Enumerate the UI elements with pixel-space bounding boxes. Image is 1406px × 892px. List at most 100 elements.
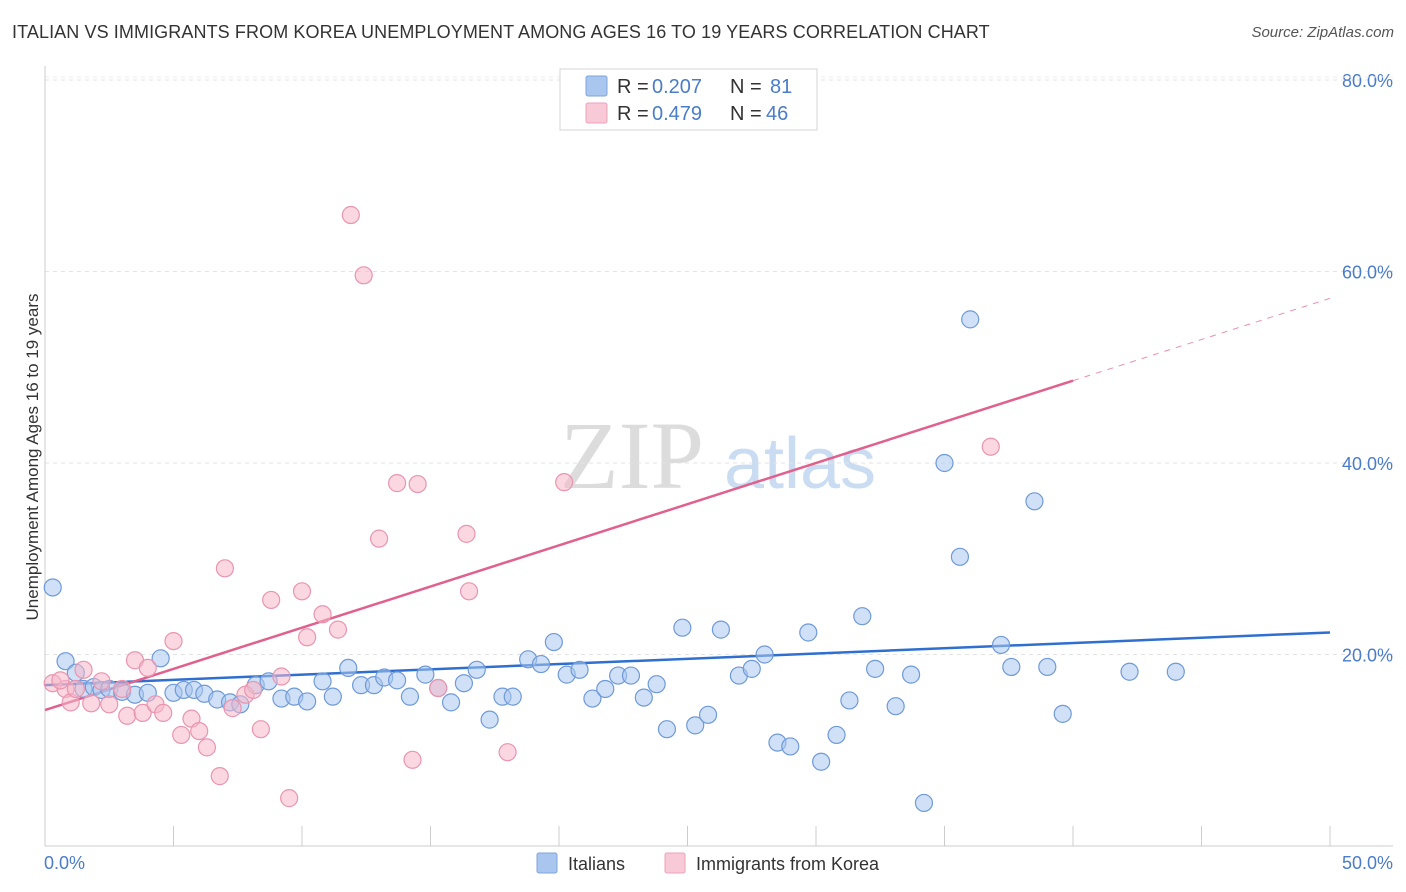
point-korea-25 — [251, 720, 270, 739]
trend-line-ext-1 — [1072, 297, 1331, 382]
point-korea-5 — [82, 694, 101, 713]
point-italians-25 — [339, 658, 358, 678]
point-italians-63 — [840, 691, 859, 710]
point-italians-48 — [634, 688, 653, 707]
chart-title: ITALIAN VS IMMIGRANTS FROM KOREA UNEMPLO… — [12, 22, 990, 42]
legend-n-label-korea: N = — [730, 103, 762, 125]
point-italians-41 — [544, 632, 563, 652]
point-korea-9 — [118, 706, 137, 725]
point-korea-22 — [223, 699, 242, 718]
point-italians-30 — [400, 687, 420, 706]
x-tick-label-max: 50.0% — [1342, 853, 1393, 873]
point-korea-40 — [457, 524, 476, 543]
point-italians-61 — [812, 752, 831, 771]
axes — [44, 66, 1393, 847]
point-italians-59 — [781, 737, 800, 756]
legend-r-label-korea: R = — [617, 103, 649, 125]
point-korea-8 — [112, 679, 132, 699]
point-italians-67 — [901, 665, 921, 684]
y-tick-label-60: 60.0% — [1342, 263, 1393, 283]
bottom-legend: Italians Immigrants from Korea — [536, 852, 880, 874]
point-italians-10 — [151, 649, 170, 668]
x-tick-label-min: 0.0% — [44, 853, 85, 873]
point-korea-37 — [403, 750, 422, 769]
point-italians-34 — [454, 674, 474, 693]
point-italians-70 — [950, 547, 970, 566]
point-italians-22 — [298, 692, 317, 711]
point-italians-75 — [1038, 657, 1057, 677]
y-tick-label-40: 40.0% — [1342, 454, 1393, 474]
point-italians-49 — [647, 675, 666, 694]
point-korea-11 — [133, 703, 152, 723]
bottom-legend-swatch-korea — [664, 852, 686, 874]
point-korea-28 — [280, 789, 299, 808]
point-korea-20 — [210, 767, 229, 786]
point-korea-24 — [244, 680, 263, 700]
point-italians-71 — [961, 310, 980, 329]
legend-n-label-italians: N = — [730, 76, 762, 98]
point-korea-33 — [341, 205, 360, 225]
point-italians-65 — [866, 659, 885, 678]
point-italians-23 — [313, 672, 332, 691]
point-italians-56 — [742, 659, 761, 678]
point-korea-45 — [51, 671, 70, 690]
point-korea-29 — [292, 582, 312, 601]
point-italians-77 — [1120, 662, 1139, 681]
legend-box: R = 0.207 N = 81 R = 0.479 N = 46 — [559, 68, 818, 131]
point-italians-52 — [686, 716, 705, 735]
trend-lines — [44, 297, 1331, 712]
point-italians-1 — [56, 652, 75, 671]
point-korea-41 — [459, 582, 479, 601]
point-korea-38 — [408, 474, 427, 494]
point-italians-60 — [799, 623, 818, 642]
point-korea-35 — [370, 529, 389, 548]
point-italians-73 — [1002, 657, 1021, 677]
point-korea-27 — [272, 667, 291, 686]
legend-n-korea: 46 — [766, 103, 788, 125]
point-italians-36 — [480, 710, 499, 729]
point-korea-44 — [981, 437, 1000, 456]
legend-r-korea: 0.479 — [652, 103, 702, 125]
point-italians-44 — [583, 689, 602, 708]
point-korea-7 — [100, 695, 119, 714]
point-italians-66 — [886, 697, 905, 716]
legend-swatch-italians — [585, 75, 608, 97]
point-italians-24 — [323, 687, 342, 706]
legend-swatch-korea — [585, 102, 608, 124]
point-italians-40 — [531, 654, 551, 674]
legend-r-italians: 0.207 — [652, 76, 702, 98]
y-axis-label: Unemployment Among Ages 16 to 19 years — [23, 294, 42, 621]
point-italians-50 — [657, 720, 677, 739]
y-tick-label-80: 80.0% — [1342, 71, 1393, 91]
point-italians-51 — [673, 618, 692, 637]
legend-r-label-italians: R = — [617, 76, 649, 98]
point-korea-26 — [262, 590, 281, 610]
point-italians-33 — [441, 693, 461, 712]
point-italians-31 — [416, 665, 435, 684]
legend-n-italians: 81 — [770, 76, 792, 98]
point-italians-76 — [1053, 704, 1072, 723]
point-italians-43 — [570, 660, 589, 679]
point-italians-69 — [935, 453, 954, 473]
point-korea-32 — [328, 620, 348, 639]
point-italians-74 — [1025, 492, 1044, 511]
point-korea-19 — [197, 738, 217, 757]
point-italians-45 — [596, 679, 615, 699]
point-italians-54 — [711, 620, 731, 639]
point-korea-39 — [429, 678, 448, 698]
point-italians-57 — [755, 645, 774, 664]
point-italians-29 — [387, 671, 407, 690]
bottom-legend-italians: Italians — [568, 854, 625, 874]
point-korea-6 — [92, 672, 111, 691]
point-italians-0 — [43, 578, 62, 597]
point-korea-3 — [66, 679, 85, 699]
point-korea-16 — [172, 725, 191, 745]
scatter-points — [43, 205, 1185, 813]
trend-line-0 — [44, 631, 1331, 687]
point-korea-15 — [164, 631, 183, 651]
bottom-legend-korea: Immigrants from Korea — [696, 854, 880, 874]
point-italians-38 — [503, 687, 522, 706]
point-korea-18 — [190, 721, 209, 741]
y-tick-label-20: 20.0% — [1342, 646, 1393, 666]
